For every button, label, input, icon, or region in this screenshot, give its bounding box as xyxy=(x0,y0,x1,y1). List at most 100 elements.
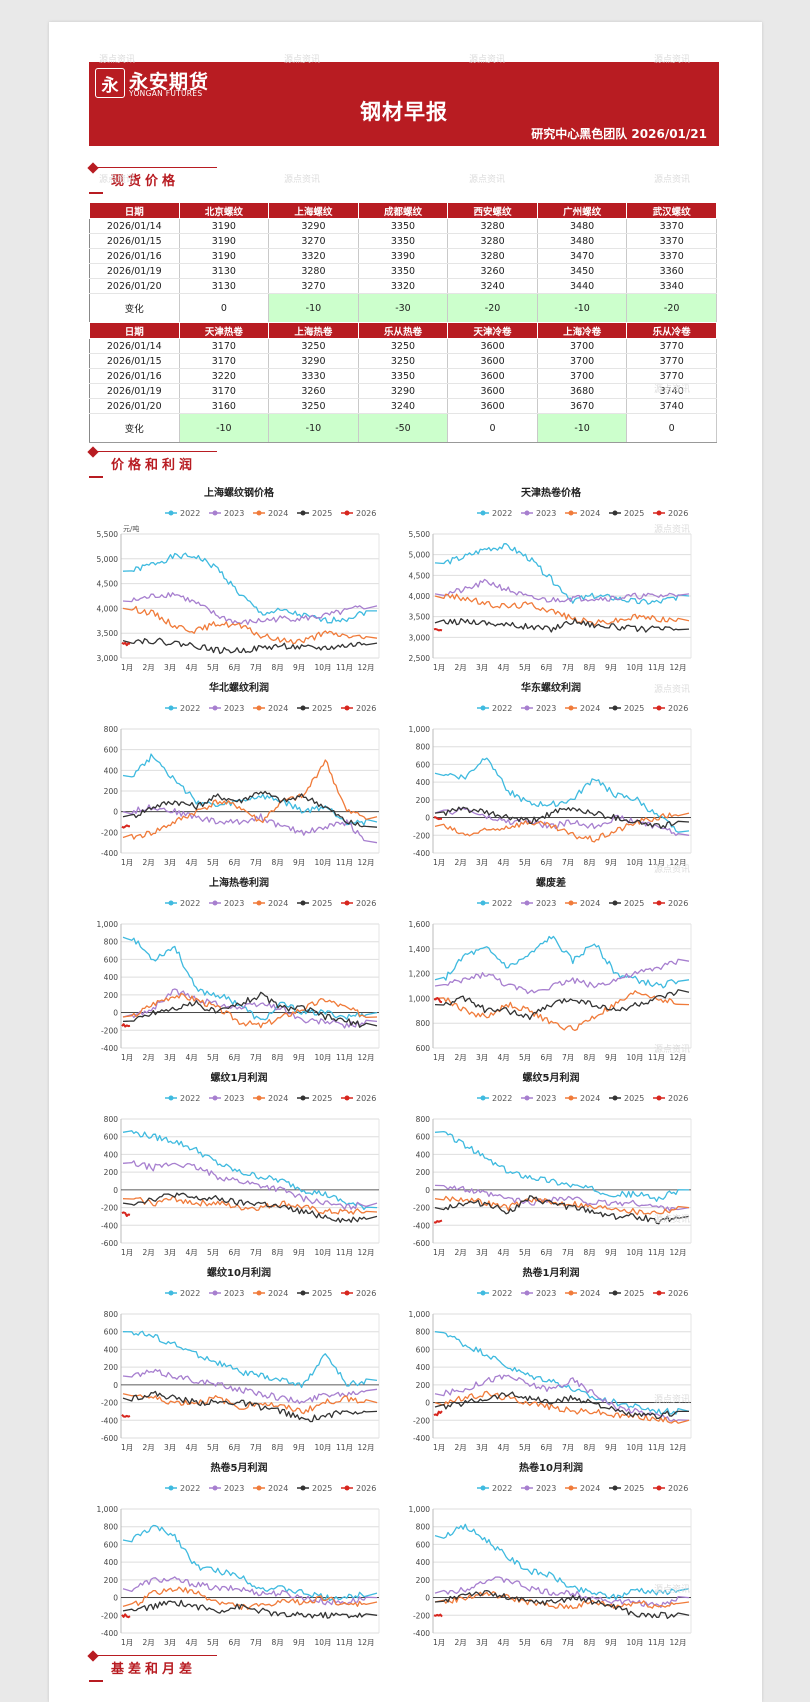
x-tick-label: 8月 xyxy=(272,1248,284,1257)
x-tick-label: 12月 xyxy=(358,1443,375,1452)
x-tick-label: 11月 xyxy=(648,1638,665,1647)
legend-label: 2022 xyxy=(180,509,200,518)
table-cell: 3470 xyxy=(537,248,628,264)
chart-6: 螺废差 2022 2023 2024 2025 2026 600 800 1,000 1,200 1… xyxy=(401,874,701,1064)
legend-marker xyxy=(344,1095,350,1101)
x-tick-label: 2月 xyxy=(143,663,155,672)
section-basis-spread: 基差和月差 xyxy=(87,1650,349,1682)
x-tick-label: 1月 xyxy=(121,1248,133,1257)
legend-label: 2025 xyxy=(624,899,644,908)
series-line-2025 xyxy=(434,1195,690,1225)
brand-name: 永安期货 xyxy=(129,71,210,93)
y-tick-label: 1,000 xyxy=(409,725,431,734)
table-cell: 3370 xyxy=(626,218,717,234)
series-line-2022 xyxy=(434,1130,690,1202)
table-cell: 3370 xyxy=(626,233,717,249)
column-header: 日期 xyxy=(89,322,180,339)
x-tick-label: 3月 xyxy=(164,663,176,672)
y-tick-label: -200 xyxy=(101,1204,118,1213)
column-header: 乐从热卷 xyxy=(357,322,449,339)
legend-label: 2023 xyxy=(224,704,244,713)
y-tick-label: 200 xyxy=(104,787,119,796)
legend-marker xyxy=(168,900,174,906)
x-tick-label: 4月 xyxy=(186,1053,198,1062)
y-tick-label: -600 xyxy=(101,1239,118,1248)
table-row: 2026/01/16 3190 3320 3390 3280 3470 3370 xyxy=(89,248,717,264)
x-tick-label: 4月 xyxy=(186,1638,198,1647)
legend-label: 2023 xyxy=(536,704,556,713)
y-tick-label: 0 xyxy=(113,1594,118,1603)
y-tick-label: 400 xyxy=(416,778,431,787)
x-tick-label: 2月 xyxy=(143,1248,155,1257)
column-header: 乐从冷卷 xyxy=(626,322,717,339)
table-cell: 3250 xyxy=(268,338,359,354)
table-cell: 3350 xyxy=(358,263,449,279)
series-line-2022 xyxy=(122,1330,378,1389)
y-tick-label: 200 xyxy=(104,1168,119,1177)
legend-label: 2024 xyxy=(268,899,288,908)
x-tick-label: 8月 xyxy=(272,1443,284,1452)
x-tick-label: 2月 xyxy=(143,858,155,867)
x-tick-label: 5月 xyxy=(519,858,531,867)
x-tick-label: 10月 xyxy=(315,663,332,672)
coil-spot-table: 日期 天津热卷 上海热卷 乐从热卷 天津冷卷 上海冷卷 乐从冷卷 2026/01/14 3170… xyxy=(89,322,717,443)
table-cell: 2026/01/15 xyxy=(89,233,180,249)
series-line-2023 xyxy=(122,1160,378,1210)
x-tick-label: 6月 xyxy=(541,1248,553,1257)
table-cell: 3170 xyxy=(179,383,270,399)
table-cell: 3320 xyxy=(268,248,359,264)
x-tick-label: 11月 xyxy=(648,1443,665,1452)
y-tick-label: -200 xyxy=(101,1611,118,1620)
x-tick-label: 2月 xyxy=(455,663,467,672)
legend-label: 2026 xyxy=(668,1094,688,1103)
column-header: 西安螺纹 xyxy=(447,202,538,219)
y-tick-label: 200 xyxy=(104,1576,119,1585)
y-tick-label: 3,500 xyxy=(409,613,431,622)
x-tick-label: 6月 xyxy=(541,663,553,672)
x-tick-label: 10月 xyxy=(315,1053,332,1062)
series-line-2024 xyxy=(434,990,690,1032)
chart-title: 螺纹10月利润 xyxy=(207,1266,271,1279)
x-tick-label: 8月 xyxy=(272,1053,284,1062)
x-tick-label: 5月 xyxy=(519,663,531,672)
x-tick-label: 2月 xyxy=(455,1443,467,1452)
y-tick-label: 200 xyxy=(416,1576,431,1585)
legend-marker xyxy=(256,510,262,516)
legend-label: 2023 xyxy=(224,899,244,908)
chart-svg: 螺废差 2022 2023 2024 2025 2026 600 800 1,000 1,200 1… xyxy=(409,876,692,1062)
x-tick-label: 4月 xyxy=(186,1248,198,1257)
x-tick-label: 3月 xyxy=(164,1053,176,1062)
series-line-2023 xyxy=(122,1368,378,1405)
x-tick-label: 5月 xyxy=(207,663,219,672)
x-tick-label: 7月 xyxy=(562,663,574,672)
y-tick-label: 400 xyxy=(104,973,119,982)
legend-marker xyxy=(480,705,486,711)
table-row: 2026/01/16 3220 3330 3350 3600 3700 3770 xyxy=(89,368,717,384)
chart-title: 天津热卷价格 xyxy=(521,486,582,499)
series-line-2023 xyxy=(434,1374,690,1422)
legend-marker xyxy=(568,510,574,516)
column-header: 上海冷卷 xyxy=(536,322,628,339)
y-tick-label: 0 xyxy=(425,814,430,823)
table-cell: 3480 xyxy=(537,233,628,249)
legend-label: 2025 xyxy=(312,509,332,518)
table-cell: 3130 xyxy=(179,263,270,279)
y-tick-label: -400 xyxy=(101,1629,118,1638)
y-tick-label: 0 xyxy=(425,1186,430,1195)
x-tick-label: 9月 xyxy=(293,663,305,672)
y-tick-label: 1,600 xyxy=(409,920,431,929)
x-tick-label: 4月 xyxy=(186,663,198,672)
y-tick-label: 4,500 xyxy=(409,571,431,580)
x-tick-label: 9月 xyxy=(605,858,617,867)
watermark: 源点资讯 xyxy=(654,385,691,395)
legend-marker xyxy=(168,510,174,516)
table-cell: 3270 xyxy=(268,233,359,249)
legend-label: 2025 xyxy=(312,704,332,713)
column-header: 上海热卷 xyxy=(268,322,359,339)
watermark: 源点资讯 xyxy=(654,1395,691,1405)
table-cell: 3600 xyxy=(447,383,538,399)
legend-marker xyxy=(480,1290,486,1296)
legend-label: 2026 xyxy=(668,704,688,713)
table-cell: 3600 xyxy=(447,338,538,354)
chart-svg: 热卷10月利润 2022 2023 2024 2025 2026 -400 -200 0 200 4… xyxy=(409,1461,692,1647)
